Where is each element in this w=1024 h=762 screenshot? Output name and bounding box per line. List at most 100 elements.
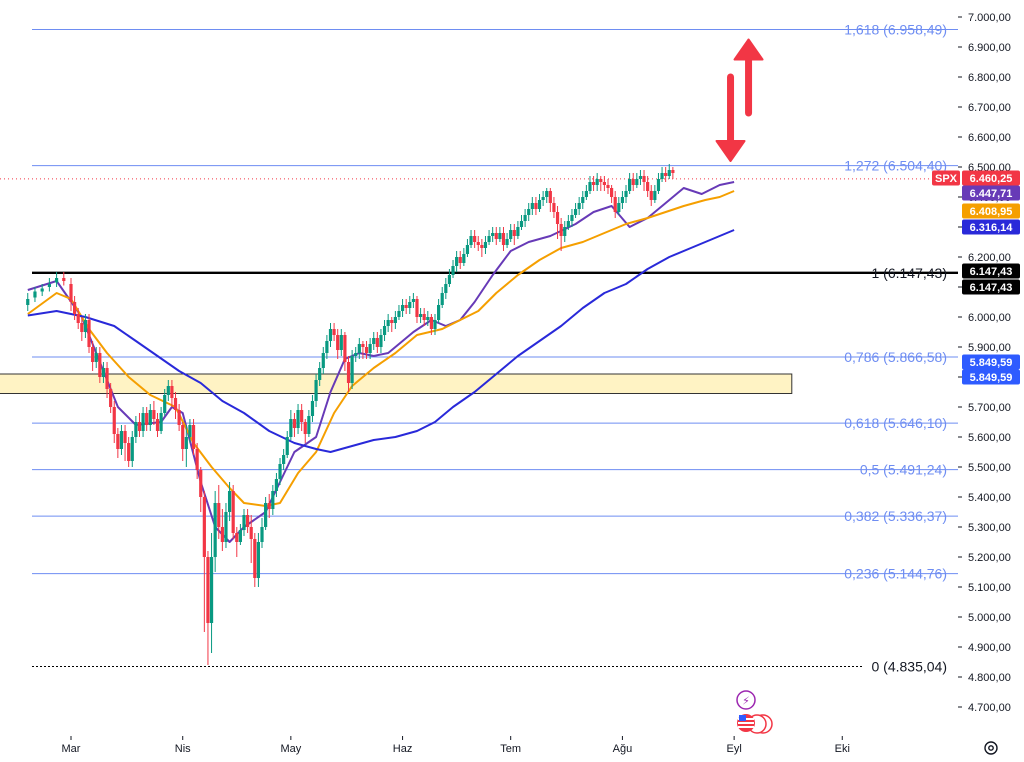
candle-55[interactable] [245, 509, 250, 533]
candle-70[interactable] [300, 404, 304, 431]
candle-112[interactable] [451, 260, 455, 278]
candle-69[interactable] [296, 404, 300, 434]
candle-76[interactable] [321, 347, 325, 374]
candle-17[interactable] [109, 383, 113, 413]
candle-62[interactable] [271, 485, 275, 515]
candle-30[interactable] [155, 413, 160, 437]
candle-145[interactable] [570, 209, 574, 227]
candle-133[interactable] [527, 203, 531, 221]
candle-124[interactable] [494, 227, 498, 245]
candle-151[interactable] [591, 176, 596, 191]
price-tag-0[interactable]: 6.460,25 SPX [932, 170, 1020, 186]
candle-82[interactable] [343, 332, 347, 371]
candle-143[interactable] [563, 221, 567, 242]
candle-172[interactable] [667, 164, 671, 179]
price-tag-6[interactable]: 5.849,59 [962, 354, 1020, 370]
candle-52[interactable] [235, 527, 239, 557]
candle-15[interactable] [101, 362, 106, 383]
candle-29[interactable] [152, 401, 156, 425]
candle-49[interactable] [224, 503, 228, 548]
event-badges[interactable]: ⚡ [736, 690, 773, 734]
candle-11[interactable] [87, 314, 91, 353]
candle-100[interactable] [408, 296, 412, 314]
candle-61[interactable] [267, 494, 271, 518]
candle-50[interactable] [227, 482, 232, 521]
candle-77[interactable] [325, 335, 329, 359]
candle-107[interactable] [433, 314, 437, 335]
candle-10[interactable] [83, 314, 88, 338]
candle-51[interactable] [231, 485, 235, 539]
candle-130[interactable] [516, 221, 520, 239]
candle-147[interactable] [577, 197, 581, 215]
candle-102[interactable] [415, 296, 419, 323]
candle-139[interactable] [548, 188, 552, 212]
candle-165[interactable] [642, 170, 646, 191]
candle-68[interactable] [292, 413, 297, 437]
candle-1[interactable] [33, 287, 37, 302]
candle-44[interactable] [206, 551, 210, 665]
candle-9[interactable] [80, 317, 84, 341]
candle-170[interactable] [660, 167, 664, 182]
candle-14[interactable] [98, 347, 102, 383]
candle-58[interactable] [256, 533, 261, 587]
candle-159[interactable] [620, 191, 625, 209]
candle-155[interactable] [606, 179, 610, 194]
candle-5[interactable] [62, 272, 66, 286]
moving-average-0[interactable] [27, 181, 735, 543]
price-tag-2[interactable]: 6.408,95 [962, 203, 1020, 219]
candle-65[interactable] [282, 449, 286, 470]
candle-16[interactable] [105, 362, 109, 398]
candle-23[interactable] [130, 431, 134, 467]
candle-81[interactable] [339, 329, 343, 356]
candle-78[interactable] [328, 323, 333, 347]
candle-162[interactable] [631, 173, 635, 191]
candle-129[interactable] [512, 224, 516, 245]
candle-123[interactable] [491, 227, 495, 242]
flash-event-icon[interactable] [736, 690, 756, 710]
candle-42[interactable] [199, 467, 203, 512]
candle-59[interactable] [260, 518, 264, 548]
arrow-up-1[interactable] [733, 38, 764, 117]
candle-26[interactable] [141, 407, 145, 437]
candle-48[interactable] [220, 509, 224, 551]
candle-6[interactable] [69, 278, 73, 311]
chart-settings-icon[interactable] [983, 740, 999, 756]
candle-95[interactable] [390, 317, 394, 332]
candle-120[interactable] [480, 239, 484, 257]
candle-38[interactable] [184, 425, 188, 467]
candle-144[interactable] [566, 215, 570, 230]
candle-152[interactable] [595, 173, 599, 191]
candle-2[interactable] [40, 284, 44, 296]
candle-40[interactable] [191, 419, 196, 455]
candle-56[interactable] [249, 515, 253, 563]
candle-148[interactable] [581, 191, 585, 209]
candle-110[interactable] [444, 278, 448, 299]
candle-66[interactable] [285, 431, 289, 458]
candle-79[interactable] [332, 323, 336, 341]
candle-19[interactable] [116, 428, 120, 458]
candle-53[interactable] [238, 524, 242, 545]
candle-154[interactable] [602, 176, 606, 191]
candle-67[interactable] [289, 410, 293, 440]
price-tag-7[interactable]: 5.849,59 [962, 369, 1020, 385]
candle-169[interactable] [656, 173, 661, 194]
candle-64[interactable] [278, 458, 282, 485]
candle-142[interactable] [559, 218, 563, 251]
us-flag-icon[interactable] [737, 714, 755, 732]
candle-157[interactable] [613, 191, 617, 218]
candle-80[interactable] [336, 329, 340, 359]
candle-47[interactable] [217, 485, 221, 539]
candle-127[interactable] [505, 233, 509, 248]
candle-111[interactable] [447, 269, 452, 287]
candle-131[interactable] [519, 215, 524, 230]
candle-28[interactable] [148, 404, 152, 431]
candle-113[interactable] [455, 251, 459, 272]
candle-83[interactable] [346, 356, 351, 392]
time-axis[interactable]: Mar Nis May Haz Tem Ağu Eyl Eki [62, 736, 850, 755]
candle-168[interactable] [653, 185, 657, 203]
candle-101[interactable] [411, 293, 415, 308]
candle-104[interactable] [422, 308, 426, 326]
candle-75[interactable] [318, 362, 322, 386]
arrow-down-0[interactable] [715, 73, 746, 162]
